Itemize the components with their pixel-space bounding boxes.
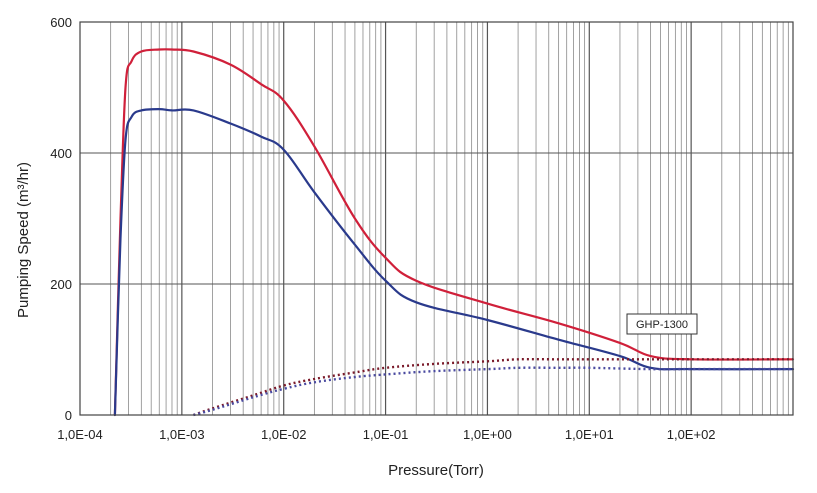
x-tick-labels: 1,0E-04 1,0E-03 1,0E-02 1,0E-01 1,0E+00 1,0E+…: [57, 427, 715, 442]
x-tick-label: 1,0E+01: [565, 427, 614, 442]
series-line-3: [193, 357, 793, 417]
y-tick-labels: 0 200 400 600: [50, 15, 72, 423]
x-tick-label: 1,0E-03: [159, 427, 205, 442]
x-tick-label: 1,0E-02: [261, 427, 307, 442]
y-tick-label: 0: [65, 408, 72, 423]
series-line-2: [113, 107, 795, 417]
legend-frame: [626, 313, 698, 335]
x-tick-label: 1,0E-01: [363, 427, 409, 442]
x-tick-label: 1,0E-04: [57, 427, 103, 442]
y-tick-label: 600: [50, 15, 72, 30]
plot-frame: [79, 21, 794, 416]
legend-label: GHP-1300: [636, 319, 688, 331]
x-tick-label: 1,0E+00: [463, 427, 512, 442]
y-tick-label: 200: [50, 277, 72, 292]
y-tick-label: 400: [50, 146, 72, 161]
legend-box: GHP-1300: [626, 313, 698, 335]
series-line-1: [113, 48, 795, 417]
x-axis-title: Pressure(Torr): [388, 462, 484, 479]
plot-area: [80, 22, 793, 415]
x-tick-label: 1,0E+02: [667, 427, 716, 442]
grid: [80, 22, 793, 415]
y-axis-title: Pumping Speed (m³/hr): [15, 162, 32, 318]
series-group: [113, 48, 795, 417]
